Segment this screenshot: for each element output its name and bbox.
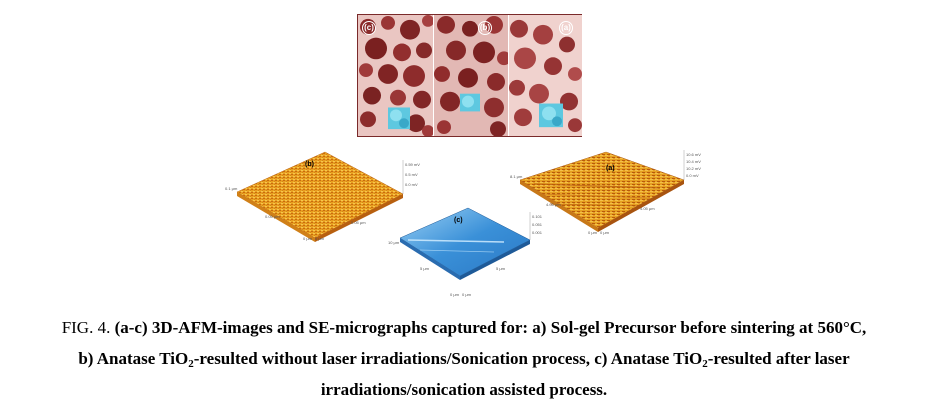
afm-b-ytick-2: 0.1 μm [225, 186, 238, 191]
caption-line-1: FIG. 4. (a-c) 3D-AFM-images and SE-micro… [0, 312, 928, 343]
afm-a-xtick-1: 4.05 μm [640, 206, 655, 211]
sem-label-c: (c) [362, 21, 376, 35]
sem-image-a [509, 15, 582, 136]
afm-c-xtick-0: 0 μm [450, 292, 460, 297]
afm-a-ytick-0: 0 μm [600, 230, 610, 235]
caption-sub-1: 2 [188, 358, 194, 370]
sem-label-b: (b) [478, 21, 492, 35]
caption-line-3: irradiations/sonication assisted process… [320, 380, 608, 399]
afm-b-ytick-0: 0 μm [315, 236, 325, 241]
afm-b-ztick-2: 0.0 mV [405, 182, 418, 187]
afm-b-xtick-1: 0.05 μm [351, 220, 366, 225]
afm-c-label: (c) [454, 217, 463, 224]
caption-part-2a: b) Anatase TiO [78, 349, 189, 368]
afm-a-ytick-1: 4.05 μm [546, 202, 561, 207]
sem-panel-b: (b) [433, 15, 509, 136]
afm-c-xtick-1: 5 μm [496, 266, 506, 271]
afm-c-ztick-2: 0.001 [532, 230, 543, 235]
sem-image-c [358, 15, 433, 136]
caption-line-2: b) Anatase TiO2-resulted without laser i… [0, 343, 928, 374]
sem-panel-a: (a) [508, 15, 582, 136]
afm-c-ytick-2: 10 μm [388, 240, 400, 245]
afm-b-xtick-0: 0 μm [303, 236, 313, 241]
afm-c-ytick-0: 0 μm [462, 292, 472, 297]
afm-b-label: (b) [305, 161, 314, 168]
afm-a-ztick-2: 10.2 mV [686, 166, 701, 171]
figure-caption: FIG. 4. (a-c) 3D-AFM-images and SE-micro… [0, 312, 928, 405]
afm-b-ztick-0: 0.59 mV [405, 162, 420, 167]
sem-micrograph-strip: (c) (b) (a) [357, 14, 582, 137]
afm-b-ztick-1: 0.5 mV [405, 172, 418, 177]
afm-image-b: 0.59 mV 0.5 mV 0.0 mV 0.1 μm 0.05 μm 0 μ… [225, 140, 420, 245]
caption-part-2b: -resulted without laser irradiations/Son… [193, 349, 703, 368]
afm-a-ztick-3: 0.0 mV [686, 173, 699, 178]
sem-label-a: (a) [559, 21, 573, 35]
caption-part-2c: -resulted after laser [707, 349, 850, 368]
afm-b-ytick-1: 0.05 μm [265, 214, 280, 219]
afm-a-xtick-0: 0 μm [588, 230, 598, 235]
afm-image-c: 0.101 0.051 0.001 10 μm 5 μm 0 μm 0 μm 5… [384, 198, 544, 302]
afm-a-ztick-0: 10.6 mV [686, 152, 701, 157]
caption-part-1: (a-c) 3D-AFM-images and SE-micrographs c… [114, 318, 867, 337]
caption-figure-number: FIG. 4. [61, 318, 111, 337]
afm-a-label: (a) [606, 165, 615, 172]
afm-c-ytick-1: 5 μm [420, 266, 430, 271]
afm-a-ytick-2: 8.1 μm [510, 174, 523, 179]
caption-sub-2: 2 [702, 358, 708, 370]
afm-c-ztick-0: 0.101 [532, 214, 543, 219]
afm-c-ztick-1: 0.051 [532, 222, 543, 227]
sem-panel-c: (c) [358, 15, 433, 136]
afm-a-ztick-1: 10.4 mV [686, 159, 701, 164]
sem-image-b [434, 15, 509, 136]
afm-image-a: 10.6 mV 10.4 mV 10.2 mV 0.0 mV 8.1 μm 4.… [510, 140, 710, 240]
